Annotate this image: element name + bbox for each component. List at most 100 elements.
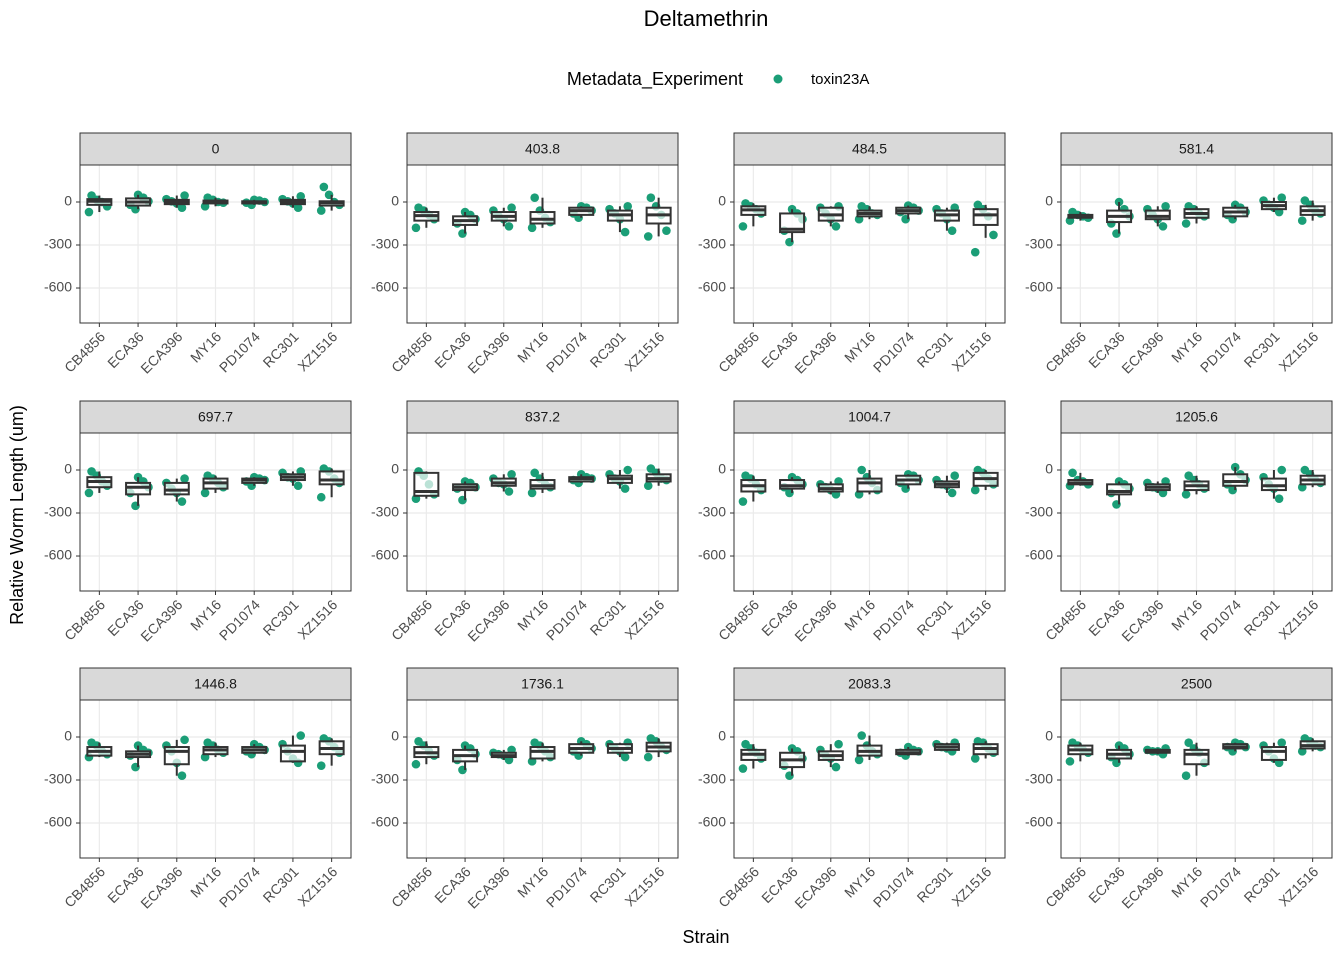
facet-label: 1004.7	[848, 409, 891, 425]
x-tick-label: CB4856	[715, 596, 762, 643]
y-tick-label: -300	[44, 504, 72, 520]
data-point	[200, 488, 210, 498]
y-tick-label: -300	[698, 771, 726, 787]
data-point	[504, 487, 514, 496]
data-point	[504, 222, 514, 231]
data-point	[180, 474, 189, 483]
data-point	[180, 191, 189, 200]
x-tick-label: PD1074	[1197, 596, 1244, 643]
x-tick-label: CB4856	[388, 328, 435, 375]
facet-strip	[733, 400, 1006, 434]
panel-border	[79, 432, 352, 592]
x-tick-label: ECA396	[791, 328, 839, 376]
data-point	[857, 731, 866, 740]
legend-title: Metadata_Experiment	[567, 69, 743, 90]
box	[318, 470, 345, 486]
x-tick-label: XZ1516	[294, 328, 340, 374]
y-tick-label: 0	[391, 193, 399, 209]
data-point	[507, 469, 516, 479]
panel-border	[733, 164, 1006, 324]
y-tick-label: -300	[1025, 504, 1053, 520]
box	[1183, 748, 1210, 766]
data-point	[507, 203, 516, 213]
data-point	[620, 752, 630, 762]
x-tick-label: XZ1516	[621, 863, 667, 909]
y-tick-label: -300	[371, 771, 399, 787]
box	[779, 212, 806, 234]
data-point	[293, 481, 303, 491]
y-axis-label: Relative Worm Length (um)	[7, 405, 27, 625]
x-tick-label: CB4856	[61, 328, 108, 375]
x-tick-label: CB4856	[388, 863, 435, 910]
y-tick-label: 0	[391, 461, 399, 477]
y-tick-label: 0	[718, 728, 726, 744]
data-point	[623, 465, 633, 475]
data-point	[989, 230, 998, 240]
facet-label: 0	[212, 141, 220, 157]
facet-strip	[733, 132, 1006, 166]
x-tick-label: XZ1516	[621, 596, 667, 642]
data-point	[950, 471, 960, 481]
facet-strip	[406, 400, 679, 434]
data-point	[738, 222, 748, 231]
y-tick-label: 0	[391, 728, 399, 744]
box	[163, 746, 190, 766]
y-tick-label: -600	[44, 547, 72, 563]
data-point	[411, 223, 421, 233]
x-tick-label: ECA396	[1118, 596, 1166, 644]
x-tick-label: PD1074	[870, 596, 917, 643]
x-tick-label: ECA396	[464, 328, 512, 376]
x-axis-label: Strain	[682, 927, 729, 947]
x-tick-label: PD1074	[216, 596, 263, 643]
data-point	[620, 484, 630, 493]
data-point	[414, 736, 423, 746]
data-point	[177, 771, 187, 781]
x-tick-label: XZ1516	[948, 596, 994, 642]
facet-strip	[1060, 132, 1333, 166]
data-point	[1277, 193, 1287, 202]
y-tick-label: -300	[698, 236, 726, 252]
data-point	[947, 488, 957, 498]
y-tick-label: 0	[1045, 193, 1053, 209]
y-tick-label: -600	[1025, 547, 1053, 563]
data-point	[973, 200, 983, 210]
x-tick-label: ECA396	[1118, 328, 1166, 376]
panel-border	[733, 432, 1006, 592]
data-point	[1300, 465, 1310, 475]
data-point	[662, 226, 671, 235]
y-tick-label: -300	[371, 236, 399, 252]
x-tick-label: CB4856	[715, 328, 762, 375]
y-tick-label: -300	[371, 504, 399, 520]
x-tick-label: PD1074	[543, 863, 590, 910]
y-tick-label: 0	[64, 728, 72, 744]
panel-border	[406, 432, 679, 592]
x-tick-label: PD1074	[543, 328, 590, 375]
panel-border	[1060, 699, 1333, 859]
panel-border	[733, 699, 1006, 859]
data-point	[970, 485, 980, 495]
x-tick-label: PD1074	[543, 596, 590, 643]
data-point	[296, 731, 306, 740]
data-point	[741, 739, 750, 749]
x-tick-label: CB4856	[61, 596, 108, 643]
facet-strip	[406, 667, 679, 701]
facet-label: 1736.1	[521, 676, 564, 692]
data-point	[1300, 196, 1310, 205]
y-tick-label: -300	[1025, 236, 1053, 252]
y-tick-label: -300	[44, 236, 72, 252]
facet-strip	[1060, 667, 1333, 701]
data-point	[527, 223, 537, 233]
data-point	[1184, 738, 1193, 748]
x-tick-label: PD1074	[216, 328, 263, 375]
y-tick-label: -600	[44, 814, 72, 830]
data-point	[738, 764, 748, 773]
facet-strip	[79, 667, 352, 701]
data-point	[1297, 216, 1307, 225]
data-point	[1277, 465, 1287, 475]
panel-border	[79, 699, 352, 859]
data-point	[316, 492, 326, 502]
y-tick-label: -600	[698, 279, 726, 295]
data-point	[646, 464, 656, 473]
data-point	[738, 497, 748, 506]
x-tick-label: PD1074	[1197, 863, 1244, 910]
